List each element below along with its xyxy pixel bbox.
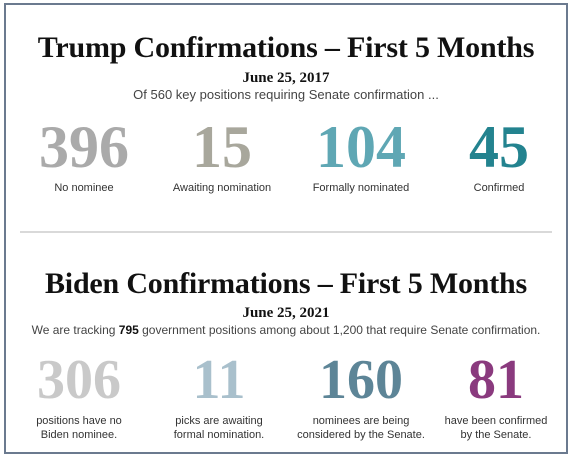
trump-stat-confirmed: 45 Confirmed [439,117,559,195]
trump-stat-label: Formally nominated [312,182,410,194]
infographic-frame: Trump Confirmations – First 5 Months Jun… [4,3,568,454]
biden-stat-line1: nominees are being [312,415,410,427]
biden-subtitle-post: government positions among about 1,200 t… [138,323,541,337]
biden-stat-line1: have been confirmed [444,415,548,427]
section-divider [20,231,552,233]
biden-stat-confirmed: 81 have been confirmed by the Senate. [431,352,561,442]
biden-stat-line1: positions have no [36,415,122,427]
trump-stat-value: 15 [192,114,252,180]
trump-title: Trump Confirmations – First 5 Months [37,31,535,64]
biden-stat-considered: 160 nominees are being considered by the… [288,352,434,442]
biden-subtitle: We are tracking 795 government positions… [6,323,566,337]
biden-stat-line2: considered by the Senate. [297,429,425,441]
trump-stat-value: 104 [316,114,406,180]
biden-date: June 25, 2021 [242,305,330,321]
biden-stat-value: 306 [37,349,121,411]
trump-subtitle: Of 560 key positions requiring Senate co… [133,87,439,102]
trump-stat-no-nominee: 396 No nominee [24,117,144,195]
biden-stat-value: 11 [192,349,246,411]
trump-stat-nominated: 104 Formally nominated [301,117,421,195]
trump-stat-awaiting: 15 Awaiting nomination [162,117,282,195]
trump-date: June 25, 2017 [242,70,330,86]
biden-stat-line2: by the Senate. [460,429,532,441]
trump-stat-value: 396 [39,114,129,180]
biden-subtitle-pre: We are tracking [31,323,119,337]
trump-stat-label: Confirmed [473,182,525,194]
trump-stat-label: Awaiting nomination [172,182,272,194]
trump-stat-label: No nominee [54,182,114,194]
trump-stat-value: 45 [469,114,529,180]
biden-stat-awaiting: 11 picks are awaiting formal nomination. [154,352,284,442]
biden-stat-value: 160 [319,349,403,411]
biden-stat-line1: picks are awaiting [175,415,263,427]
biden-title: Biden Confirmations – First 5 Months [45,267,527,300]
biden-stat-line2: Biden nominee. [40,429,118,441]
biden-stat-value: 81 [468,349,524,411]
biden-stat-no-nominee: 306 positions have no Biden nominee. [14,352,144,442]
biden-subtitle-count: 795 [118,323,139,337]
biden-stat-line2: formal nomination. [173,429,265,441]
